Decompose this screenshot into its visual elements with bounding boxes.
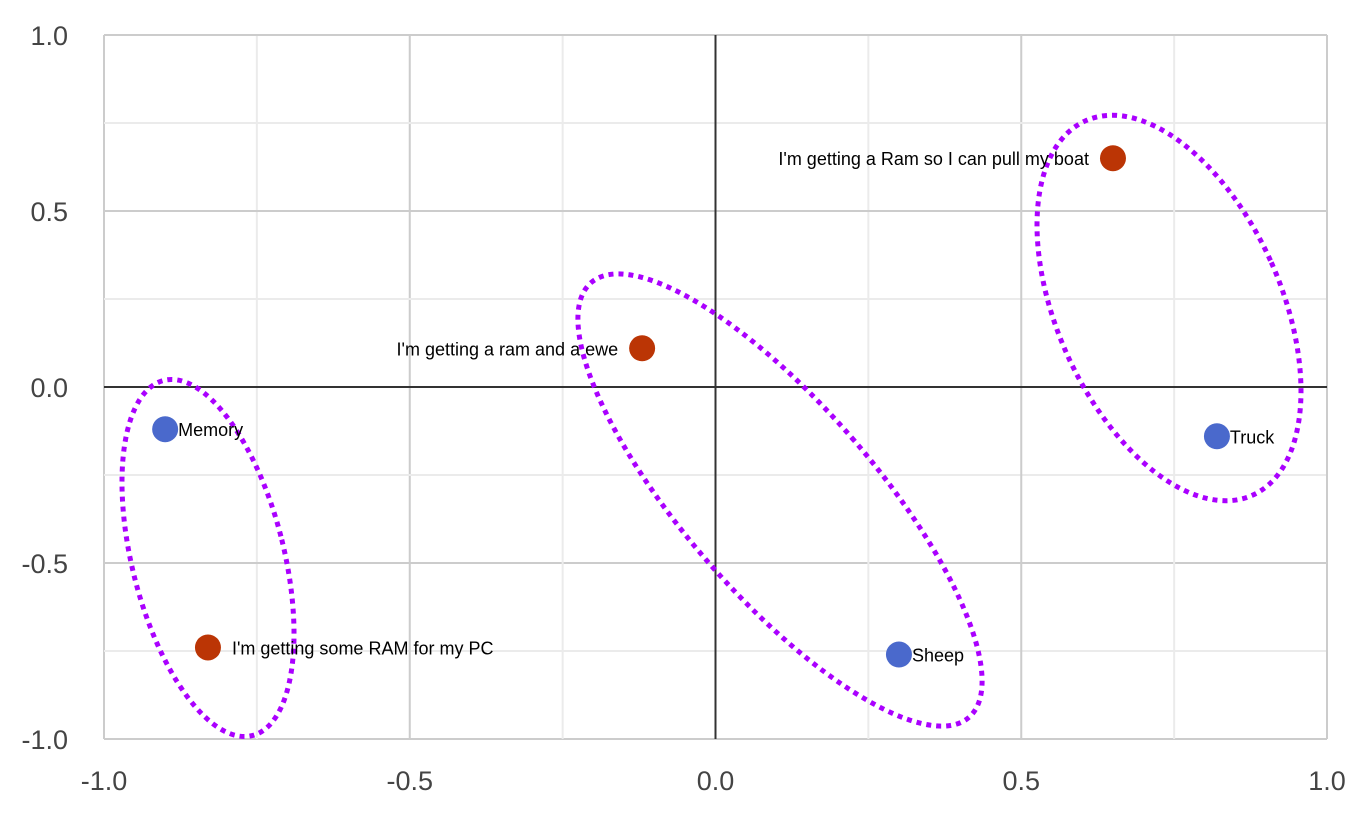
y-tick-label: -0.5 xyxy=(21,549,68,579)
y-tick-label: -1.0 xyxy=(21,725,68,755)
x-tick-label: -1.0 xyxy=(81,766,128,796)
point-label: I'm getting a ram and a ewe xyxy=(397,339,619,359)
group-ellipse xyxy=(119,376,297,740)
x-tick-label: 1.0 xyxy=(1308,766,1346,796)
point-label: Memory xyxy=(178,420,243,440)
x-tick-label: 0.0 xyxy=(697,766,735,796)
axes xyxy=(104,35,1327,739)
data-points: Memory I'm getting some RAM for my PC I'm … xyxy=(152,145,1275,668)
tick-labels: -1.0 -0.5 0.0 0.5 1.0 1.0 0.5 0.0 -0.5 -1.0 xyxy=(21,21,1345,796)
y-tick-label: 0.5 xyxy=(30,197,68,227)
y-tick-label: 1.0 xyxy=(30,21,68,51)
point-sentence xyxy=(1099,145,1126,172)
x-tick-label: 0.5 xyxy=(1002,766,1040,796)
group-ellipse xyxy=(575,271,985,729)
point-word xyxy=(885,641,912,668)
point-sentence xyxy=(194,634,221,661)
point-sentence xyxy=(629,335,656,362)
y-tick-label: 0.0 xyxy=(30,373,68,403)
x-tick-label: -0.5 xyxy=(386,766,433,796)
point-word xyxy=(1203,423,1230,450)
group-ellipses xyxy=(119,112,1304,740)
group-ellipse xyxy=(1034,112,1304,504)
point-label: Sheep xyxy=(912,646,964,666)
point-label: I'm getting a Ram so I can pull my boat xyxy=(778,149,1089,169)
point-word xyxy=(152,416,179,443)
point-label: I'm getting some RAM for my PC xyxy=(232,638,494,658)
point-label: Truck xyxy=(1230,427,1275,447)
